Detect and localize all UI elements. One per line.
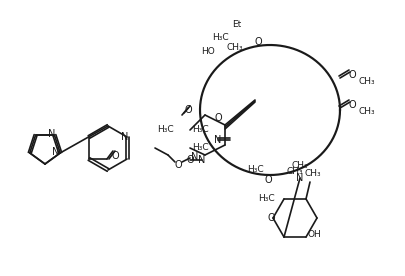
Text: N: N (121, 132, 128, 142)
Text: O: O (174, 160, 181, 170)
Text: Et: Et (232, 20, 241, 30)
Text: N: N (296, 173, 303, 183)
Text: OH: OH (306, 230, 320, 238)
Text: N: N (198, 155, 205, 165)
Text: O: O (347, 100, 355, 110)
Text: N: N (191, 152, 198, 162)
Text: CH₃: CH₃ (358, 107, 374, 116)
Text: O: O (254, 37, 261, 47)
Text: H₃C: H₃C (191, 126, 208, 134)
Text: N: N (214, 135, 221, 145)
Text: N: N (48, 129, 55, 139)
Text: CH₃: CH₃ (304, 169, 320, 179)
Text: N: N (51, 147, 59, 157)
Text: HO: HO (200, 47, 214, 57)
Text: H₃C: H₃C (191, 144, 208, 153)
Text: H₃C: H₃C (246, 166, 263, 174)
Text: CH₃: CH₃ (226, 44, 243, 52)
Text: O: O (184, 105, 191, 115)
Text: CH₃: CH₃ (291, 161, 307, 171)
Text: H₃C: H₃C (156, 126, 173, 134)
Text: O: O (186, 155, 193, 165)
Text: O: O (266, 213, 274, 223)
Text: CH₃: CH₃ (286, 168, 303, 176)
Text: H₃C: H₃C (257, 195, 274, 203)
Text: O: O (264, 175, 271, 185)
Text: O: O (214, 113, 221, 123)
Text: H₃C: H₃C (211, 33, 228, 43)
Text: CH₃: CH₃ (358, 78, 374, 86)
Text: O: O (347, 70, 355, 80)
Text: O: O (111, 151, 119, 161)
